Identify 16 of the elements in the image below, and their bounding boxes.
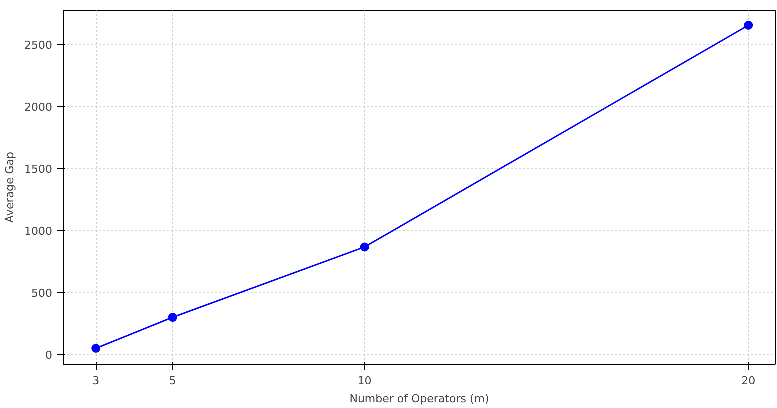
y-tick-label: 2000	[24, 101, 53, 114]
y-tick-label: 1500	[24, 163, 53, 176]
y-tick-label: 1000	[24, 225, 53, 238]
x-tick-label: 5	[169, 374, 176, 388]
point	[92, 344, 101, 353]
y-tick-label: 2500	[24, 39, 53, 52]
x-tick-label: 20	[742, 374, 756, 388]
point	[168, 313, 178, 322]
x-axis-title: Number of Operators (m)	[350, 392, 490, 406]
point	[360, 242, 370, 252]
y-axis-title: Average Gap	[4, 152, 17, 223]
x-tick-label: 10	[358, 374, 372, 388]
y-tick-label: 500	[32, 287, 53, 300]
point	[744, 21, 754, 30]
x-tick-label: 3	[92, 374, 100, 388]
y-tick-label: 0	[46, 349, 52, 362]
